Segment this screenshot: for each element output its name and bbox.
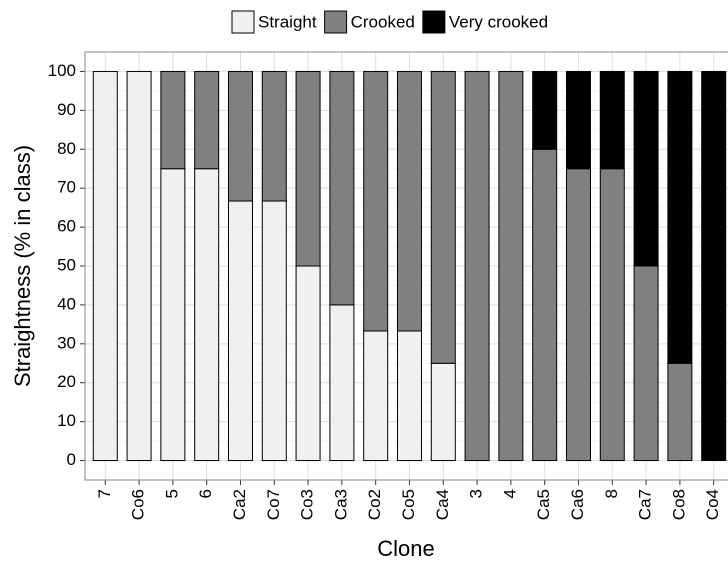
bar-segment <box>126 70 152 462</box>
x-tick-label: Ca5 <box>534 489 553 520</box>
bar-segment <box>565 70 591 170</box>
y-axis-title: Straightness (% in class) <box>10 145 35 387</box>
x-tick-label: Co8 <box>669 489 688 520</box>
bar-segment <box>396 330 422 462</box>
bar-segment <box>194 70 220 170</box>
x-tick-label: 7 <box>95 489 114 498</box>
bar-segment <box>261 70 287 202</box>
x-tick-label: 8 <box>602 489 621 498</box>
bar-segment <box>92 70 118 462</box>
x-tick-label: Ca4 <box>433 489 452 520</box>
x-tick-label: 5 <box>162 489 181 498</box>
bar-segment <box>667 70 693 364</box>
bar-segment <box>633 70 659 267</box>
bar-segment <box>430 70 456 364</box>
x-tick-label: Co7 <box>264 489 283 520</box>
y-tick-label: 10 <box>57 411 76 430</box>
bar-segment <box>295 70 321 267</box>
x-tick-label: Ca2 <box>230 489 249 520</box>
bar-segment <box>532 148 558 462</box>
bar-segment <box>194 168 220 462</box>
legend-label: Very crooked <box>449 12 548 31</box>
bar-segment <box>227 200 253 462</box>
bar-segment <box>160 70 186 170</box>
bar-segment <box>667 362 693 462</box>
y-tick-label: 90 <box>57 100 76 119</box>
bar-segment <box>261 200 287 462</box>
x-tick-label: Ca3 <box>331 489 350 520</box>
legend-label: Straight <box>258 12 317 31</box>
bar-segment <box>396 70 422 332</box>
y-tick-label: 0 <box>67 450 76 469</box>
legend-key <box>231 10 255 34</box>
x-tick-label: Co5 <box>399 489 418 520</box>
bar-segment <box>160 168 186 462</box>
x-axis-title: Clone <box>377 536 434 561</box>
x-tick-label: Co6 <box>129 489 148 520</box>
plot-border <box>84 51 728 481</box>
x-tick-label: 3 <box>467 489 486 498</box>
bar-segment <box>599 70 625 170</box>
x-tick-label: 6 <box>196 489 215 498</box>
bar-segment <box>633 265 659 462</box>
x-tick-label: Ca6 <box>568 489 587 520</box>
y-tick-label: 100 <box>48 61 76 80</box>
x-tick-label: Co3 <box>298 489 317 520</box>
bar-segment <box>329 70 355 306</box>
y-tick-label: 40 <box>57 294 76 313</box>
bar-segment <box>498 70 524 462</box>
x-tick-label: 4 <box>500 489 519 498</box>
legend-key <box>422 10 446 34</box>
x-tick-label: Ca7 <box>636 489 655 520</box>
x-tick-label: Co4 <box>703 489 722 520</box>
y-tick-label: 30 <box>57 333 76 352</box>
bar-segment <box>532 70 558 150</box>
bar-segment <box>295 265 321 462</box>
bar-segment <box>565 168 591 462</box>
y-tick-label: 60 <box>57 217 76 236</box>
x-tick-label: Co2 <box>365 489 384 520</box>
bar-segment <box>464 70 490 462</box>
y-tick-label: 20 <box>57 372 76 391</box>
legend-key <box>324 10 348 34</box>
y-tick-label: 70 <box>57 178 76 197</box>
bar-segment <box>599 168 625 462</box>
bar-segment <box>329 304 355 462</box>
bar-segment <box>227 70 253 202</box>
bar-segment <box>363 70 389 332</box>
y-tick-label: 80 <box>57 139 76 158</box>
bar-segment <box>430 362 456 462</box>
y-tick-label: 50 <box>57 255 76 274</box>
bar-segment <box>701 70 727 462</box>
legend-label: Crooked <box>351 12 415 31</box>
bar-segment <box>363 330 389 462</box>
